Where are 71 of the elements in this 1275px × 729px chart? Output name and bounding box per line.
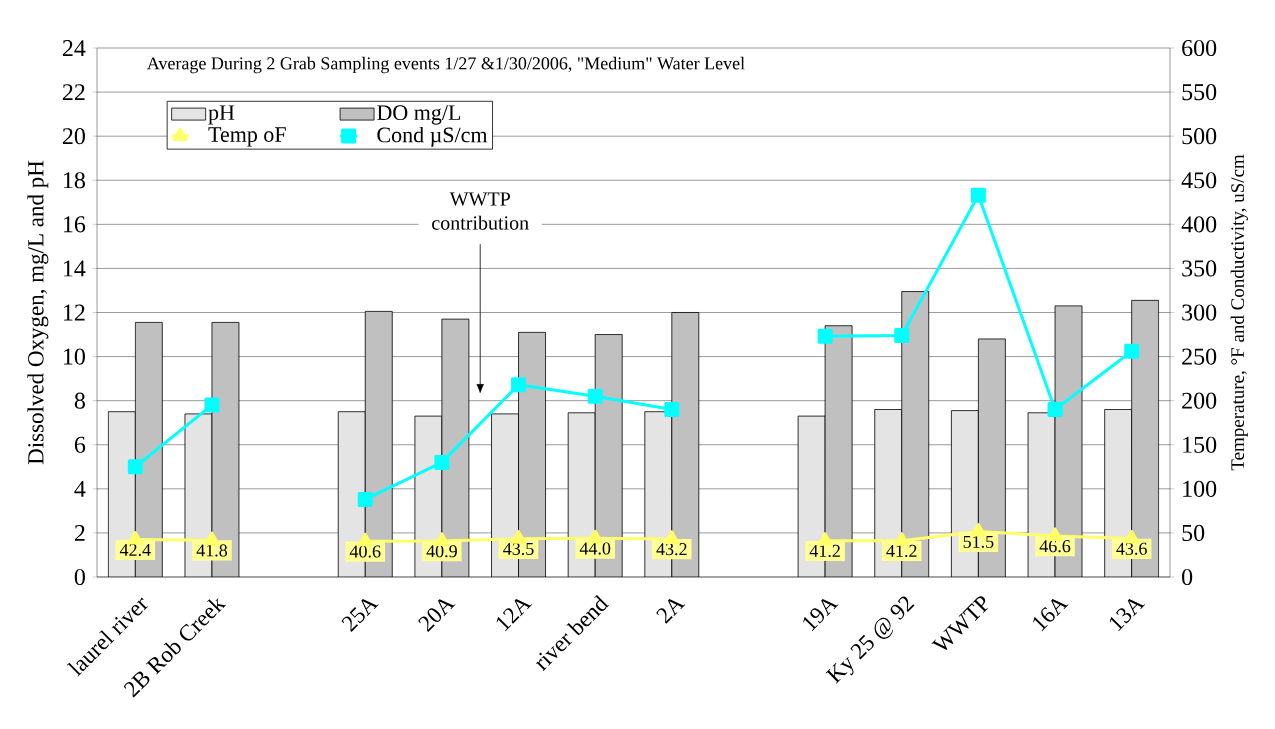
- data-label: 46.6: [1039, 540, 1071, 553]
- y2-tick-label: 200: [1182, 392, 1217, 409]
- y-tick-label: 14: [63, 260, 86, 277]
- data-label: 43.6: [1116, 542, 1147, 555]
- point: [1047, 527, 1063, 541]
- y2-tick-label: 500: [1182, 128, 1217, 145]
- y2-tick-label: 50: [1182, 524, 1205, 542]
- y2-tick-label: 600: [1182, 39, 1217, 57]
- y-tick-label: 16: [63, 216, 86, 233]
- data-label: 43.2: [656, 543, 687, 556]
- annotation: WWTP contribution: [432, 192, 529, 230]
- y2-tick-label: 550: [1182, 83, 1217, 101]
- point: [970, 523, 986, 537]
- x-tick-label: 12A: [496, 599, 533, 632]
- x-tick-label: 13A: [1109, 599, 1146, 632]
- data-label: 41.8: [196, 544, 228, 557]
- point: [894, 327, 910, 343]
- x-tick-label: 16A: [1033, 599, 1069, 632]
- y2-tick-label: 450: [1181, 172, 1217, 189]
- y2-tick-label: 400: [1181, 216, 1217, 233]
- data-label: 40.9: [426, 545, 457, 558]
- y-tick-label: 22: [62, 84, 85, 101]
- y2-tick-label: 300: [1182, 304, 1217, 321]
- y2-tick-label: 150: [1183, 436, 1217, 453]
- point: [1124, 343, 1140, 359]
- data-label: 42.4: [119, 543, 151, 556]
- y-tick-label: 20: [62, 128, 85, 145]
- data-label: 51.5: [963, 535, 994, 548]
- point: [434, 532, 450, 546]
- point: [817, 328, 833, 344]
- y2-axis-title: Temperature, °F and Conductivity, uS/cm: [1230, 154, 1248, 471]
- x-tick-label: 25A: [341, 599, 379, 632]
- y-tick-label: 4: [74, 480, 86, 497]
- data-label: 44.0: [579, 542, 611, 555]
- x-tick-label: 20A: [418, 599, 456, 632]
- y-tick-label: 18: [63, 172, 85, 189]
- point: [1047, 401, 1063, 417]
- point: [357, 491, 373, 507]
- legend-label: Cond µS/cm: [377, 126, 488, 147]
- y2-tick-label: 100: [1183, 480, 1217, 497]
- y-axis-title: Dissolved Oxygen, mg/L and pH: [27, 160, 49, 465]
- y2-tick-label: 250: [1182, 348, 1217, 365]
- y-tick-label: 10: [63, 348, 85, 365]
- point: [127, 531, 143, 545]
- point: [510, 530, 527, 544]
- point: [970, 187, 986, 203]
- y-tick-label: 2: [74, 524, 85, 541]
- y-tick-label: 12: [63, 304, 85, 321]
- y2-tick-label: 0: [1182, 568, 1193, 586]
- data-label: 41.2: [886, 544, 917, 558]
- y-tick-label: 8: [74, 392, 85, 409]
- point: [587, 388, 603, 404]
- data-label: 43.5: [503, 542, 534, 556]
- point: [664, 401, 680, 417]
- data-label: 40.6: [349, 545, 381, 558]
- point: [511, 377, 527, 393]
- x-tick-label: 2A: [656, 599, 686, 624]
- legend-label: Temp oF: [208, 127, 286, 147]
- point: [204, 397, 220, 413]
- legend-label: pH: [208, 105, 235, 125]
- y-tick-label: 0: [74, 568, 85, 586]
- data-label: 41.2: [809, 544, 840, 558]
- chart-title: Average During 2 Grab Sampling events 1/27 &1/30/2006, "Medium" Water Level: [146, 56, 745, 74]
- point: [434, 454, 450, 470]
- point: [664, 530, 680, 544]
- y-tick-label: 24: [62, 40, 86, 56]
- legend-label: DO mg/L: [377, 105, 461, 125]
- y-tick-label: 6: [74, 436, 86, 453]
- x-tick-label: 19A: [803, 599, 839, 632]
- point: [127, 459, 143, 475]
- y2-tick-label: 350: [1182, 260, 1217, 277]
